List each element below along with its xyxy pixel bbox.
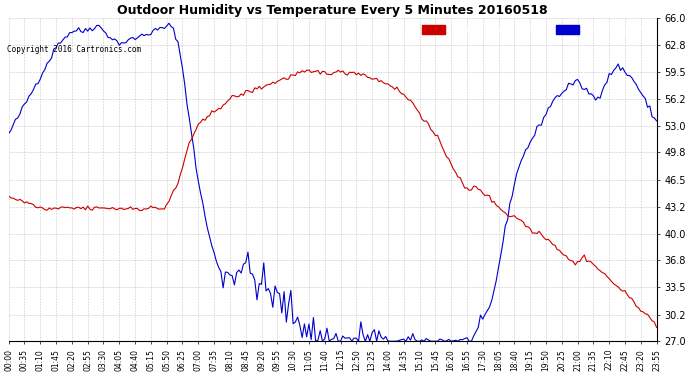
Title: Outdoor Humidity vs Temperature Every 5 Minutes 20160518: Outdoor Humidity vs Temperature Every 5 … bbox=[117, 4, 548, 17]
Text: Copyright 2016 Cartronics.com: Copyright 2016 Cartronics.com bbox=[7, 45, 141, 54]
Legend: Temperature (°F), Humidity (%): Temperature (°F), Humidity (%) bbox=[420, 23, 652, 36]
